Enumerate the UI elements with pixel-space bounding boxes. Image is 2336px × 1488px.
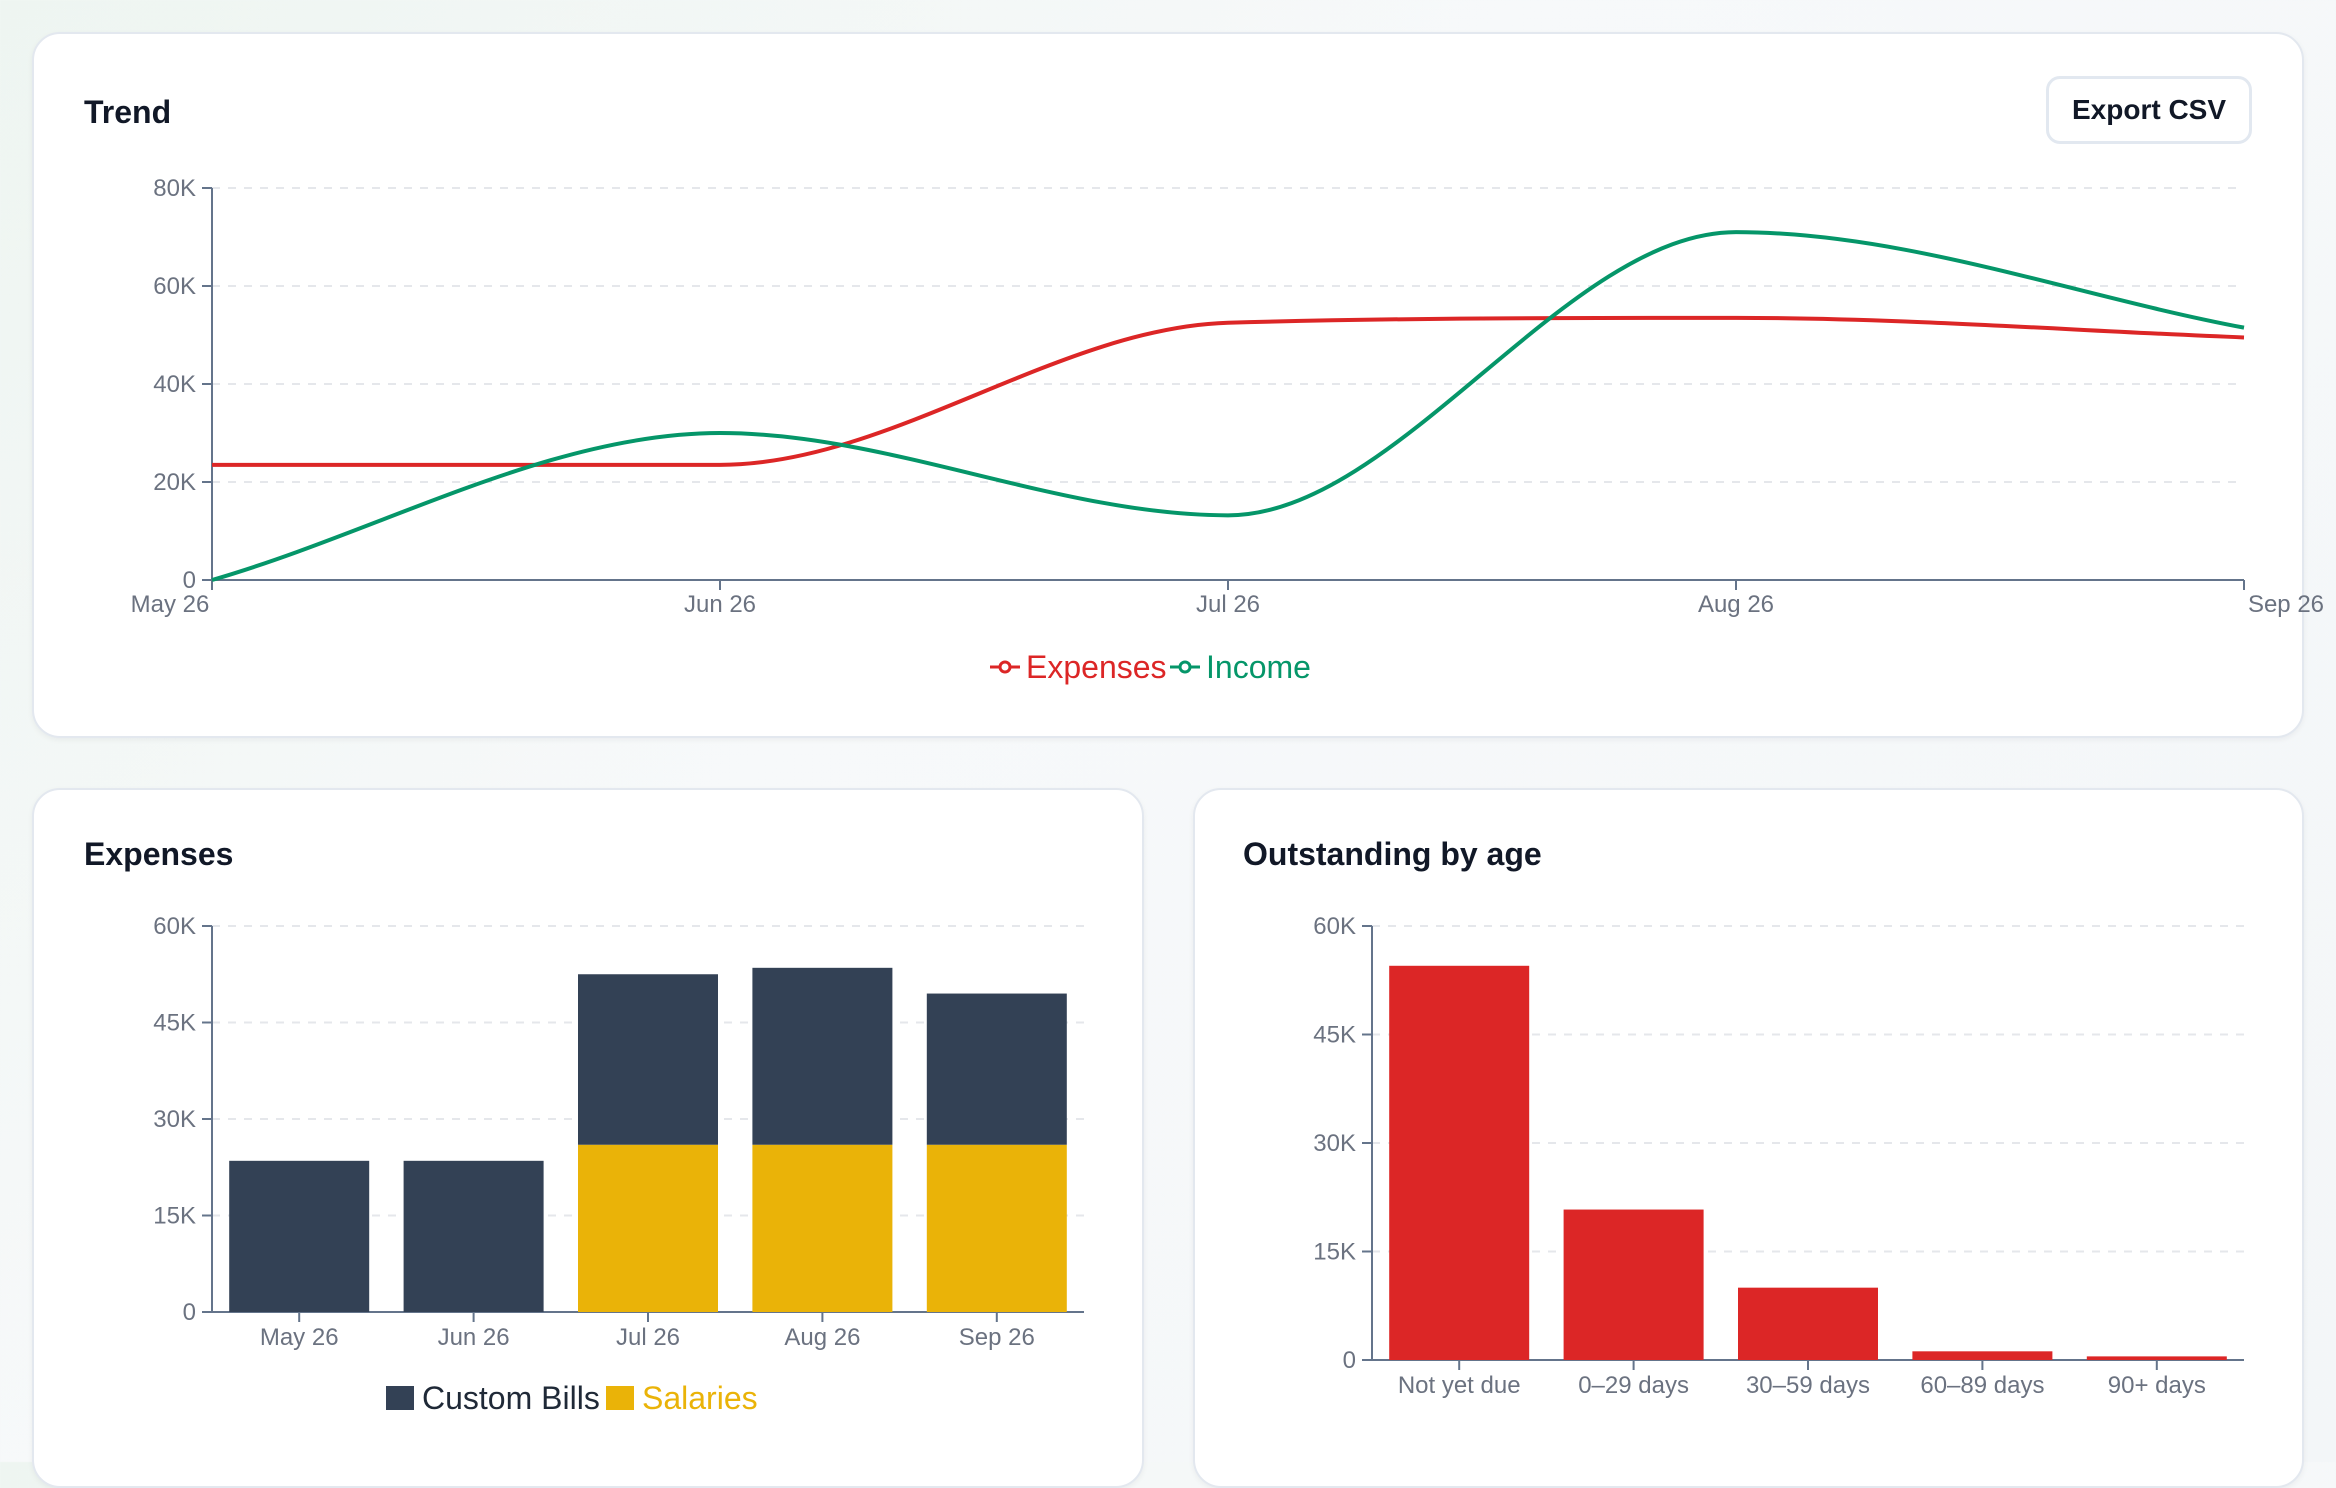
expenses-y-tick-label: 45K (153, 1010, 196, 1037)
aging-x-tick-label: Not yet due (1398, 1372, 1521, 1399)
aging-bar (1738, 1288, 1878, 1360)
aging-x-tick-label: 30–59 days (1746, 1372, 1870, 1399)
aging-x-tick-label: 0–29 days (1578, 1372, 1689, 1399)
custom-bills-bar (578, 974, 718, 1144)
expenses-x-tick-label: Jun 26 (438, 1324, 510, 1351)
custom-bills-bar (404, 1161, 544, 1312)
expenses-y-tick-label: 60K (153, 913, 196, 940)
salaries-bar (578, 1145, 718, 1312)
aging-y-tick-label: 30K (1313, 1130, 1356, 1157)
expenses-y-tick-label: 0 (183, 1299, 196, 1326)
expenses-x-tick-label: May 26 (260, 1324, 339, 1351)
expenses-x-tick-label: Aug 26 (784, 1324, 860, 1351)
custom-bills-bar (752, 968, 892, 1145)
aging-bar (1564, 1210, 1704, 1360)
salaries-legend-swatch-icon (606, 1386, 634, 1410)
expenses-y-tick-label: 30K (153, 1106, 196, 1133)
aging-bar (2087, 1356, 2227, 1360)
aging-x-tick-label: 90+ days (2108, 1372, 2206, 1399)
aging-y-tick-label: 60K (1313, 913, 1356, 940)
aging-x-tick-label: 60–89 days (1920, 1372, 2044, 1399)
aging-bar (1389, 966, 1529, 1360)
salaries-bar (927, 1145, 1067, 1312)
salaries-bar (752, 1145, 892, 1312)
expenses-y-tick-label: 15K (153, 1203, 196, 1230)
custom-bills-legend-swatch-icon (386, 1386, 414, 1410)
aging-y-tick-label: 45K (1313, 1022, 1356, 1049)
aging-y-tick-label: 15K (1313, 1239, 1356, 1266)
expenses-x-tick-label: Jul 26 (616, 1324, 680, 1351)
custom-bills-bar (927, 994, 1067, 1145)
expenses-x-tick-label: Sep 26 (959, 1324, 1035, 1351)
aging-y-tick-label: 0 (1343, 1347, 1356, 1374)
aging-bar (1912, 1351, 2052, 1360)
salaries-legend-label: Salaries (642, 1380, 758, 1416)
custom-bills-bar (229, 1161, 369, 1312)
custom-bills-legend-label: Custom Bills (422, 1380, 600, 1416)
